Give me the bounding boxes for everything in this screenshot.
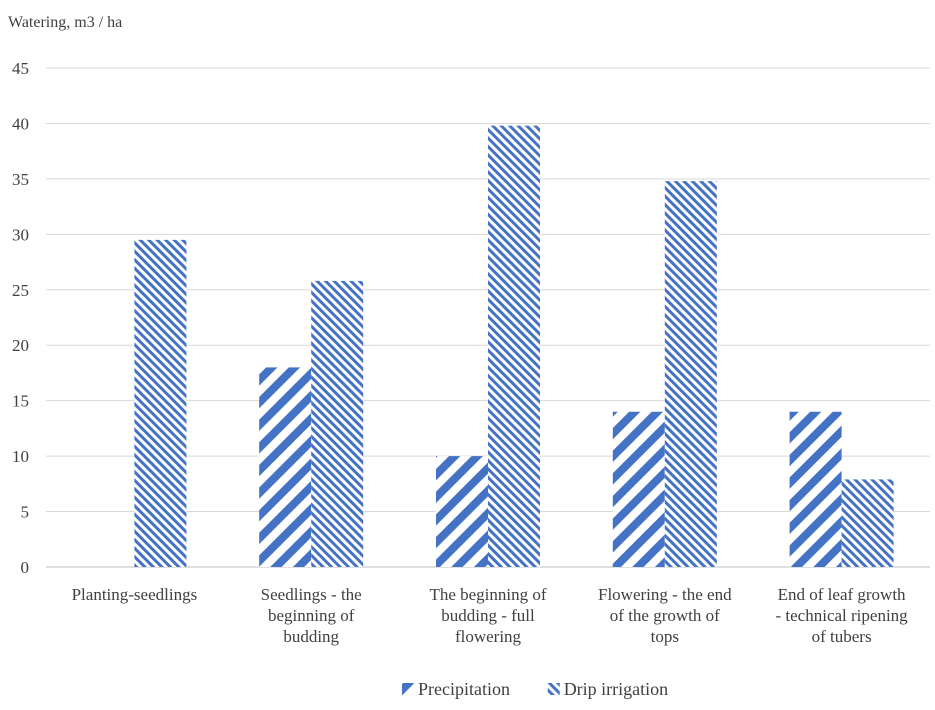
y-tick-label: 30 [12,225,29,244]
category-label: Seedlings - the beginning of budding [261,585,362,646]
y-axis-label: Watering, m3 / ha [8,14,122,31]
bar-drip-irrigation [134,239,187,567]
category-label: End of leaf growth - technical ripening of… [776,585,909,646]
category-label: Flowering - the end of the growth of tops [598,585,732,646]
category-label: The beginning of budding - full flowering [429,585,546,646]
bar-precipitation [612,411,665,567]
bar-precipitation [259,367,312,567]
legend: Precipitation Drip irrigation [402,679,668,699]
legend-swatch [547,683,560,695]
y-tick-label: 5 [21,503,30,522]
bar-drip-irrigation [841,479,894,567]
legend-label: Precipitation [418,679,510,699]
y-tick-label: 45 [12,59,29,78]
y-tick-label: 35 [12,170,29,189]
y-tick-label: 10 [12,447,29,466]
bars [134,125,894,567]
bar-drip-irrigation [488,125,540,567]
bar-drip-irrigation [664,181,717,567]
bar-precipitation [789,411,842,567]
y-tick-label: 40 [12,114,29,133]
legend-label: Drip irrigation [564,679,668,699]
y-tick-label: 20 [12,336,29,355]
y-tick-label: 25 [12,281,29,300]
category-labels: Planting-seedlings Seedlings - the beginni… [72,585,909,646]
legend-swatch [402,683,414,695]
bar-precipitation [436,456,488,567]
y-tick-label: 15 [12,392,29,411]
category-label: Planting-seedlings [72,585,198,604]
bar-drip-irrigation [311,280,364,567]
y-tick-labels: 0 5 10 15 20 25 30 35 40 45 [12,59,29,577]
y-tick-label: 0 [21,558,30,577]
